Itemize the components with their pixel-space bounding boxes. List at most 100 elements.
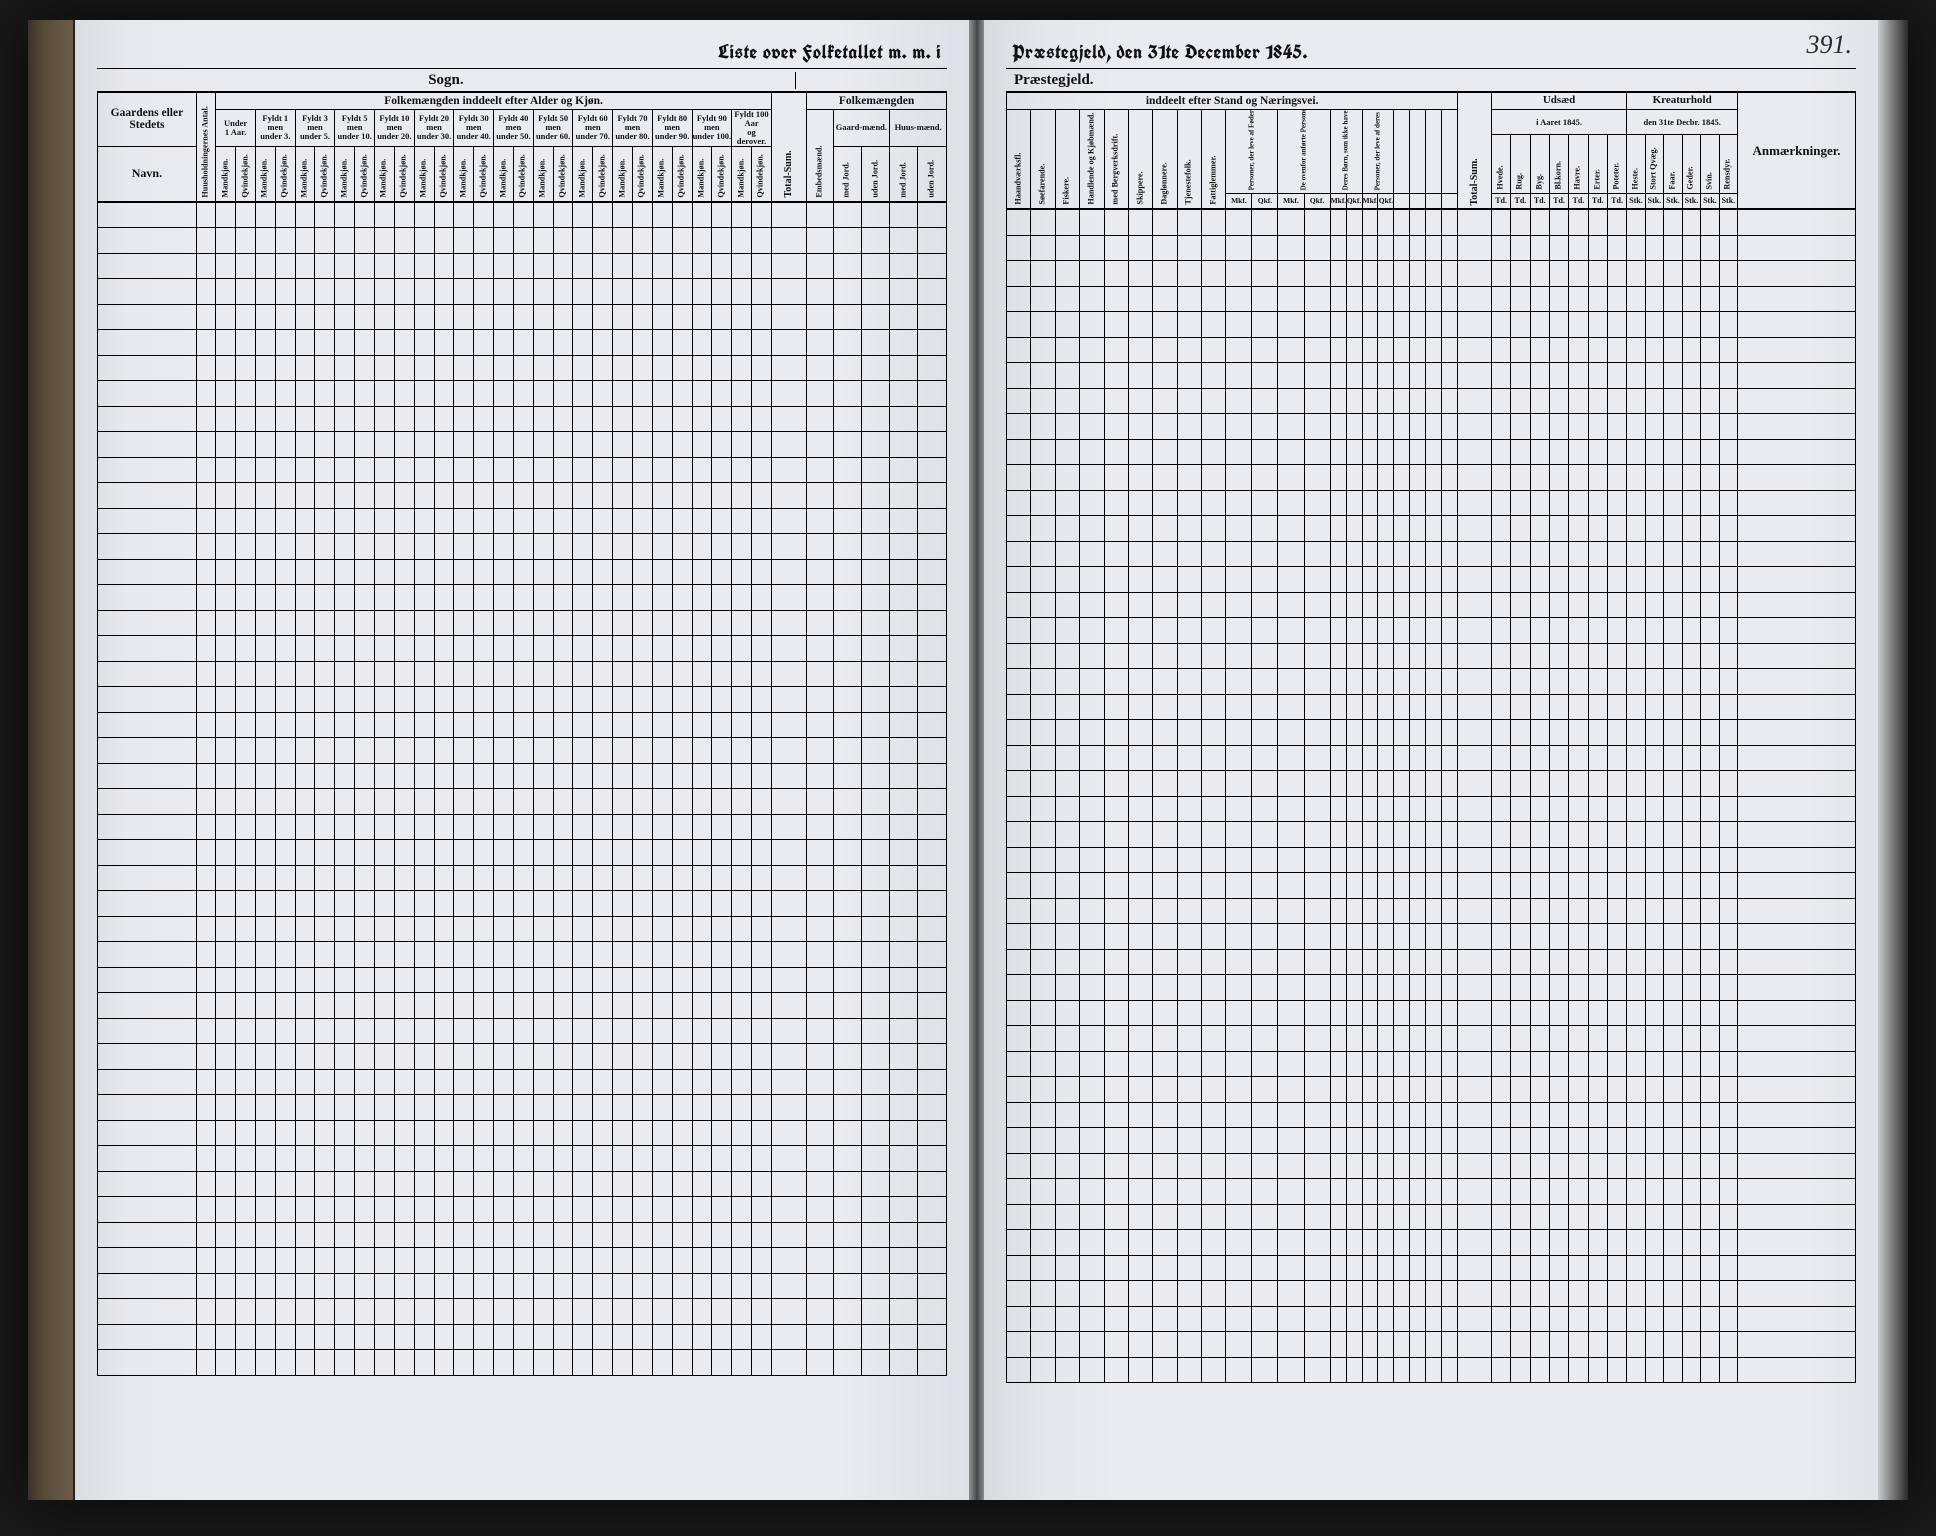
table-row — [1007, 592, 1856, 618]
table-row — [98, 916, 947, 942]
table-row — [1007, 465, 1856, 491]
table-row — [98, 661, 947, 687]
mk-qk-col: Mandkjøn. — [533, 146, 553, 201]
unit-td: Td. — [1588, 194, 1607, 209]
unit-td: Td. — [1491, 194, 1510, 209]
table-row — [98, 636, 947, 662]
mk-qk-col: Qvindekjøn. — [752, 146, 772, 201]
table-row — [1007, 898, 1856, 924]
unit-stk: Stk. — [1719, 194, 1737, 209]
age-group: Fyldt 50men under 60. — [533, 110, 573, 147]
table-row — [1007, 1204, 1856, 1230]
unit-stk: Stk. — [1682, 194, 1700, 209]
kreatur-col: Faar. — [1664, 135, 1682, 194]
table-row — [98, 483, 947, 509]
table-row — [1007, 873, 1856, 899]
kreatur-col: Rensdyr. — [1719, 135, 1737, 194]
table-row — [98, 534, 947, 560]
unit-stk: Stk. — [1645, 194, 1663, 209]
sub4-col: Personer, der leve af deres Midler. — [1362, 110, 1394, 194]
table-row — [1007, 1255, 1856, 1281]
table-row — [98, 1044, 947, 1070]
mk-qk-col: Mandkjøn. — [216, 146, 236, 201]
table-row — [1007, 1000, 1856, 1026]
table-row — [98, 508, 947, 534]
stand-col: Søefarende. — [1031, 110, 1055, 209]
table-row — [1007, 847, 1856, 873]
stand-section-head: inddeelt efter Stand og Næringsvei. — [1007, 93, 1458, 110]
left-header-table: Gaardens eller Stedets Huusholdningernes… — [97, 92, 947, 202]
page-edge — [1878, 20, 1908, 1500]
spare-col — [1442, 110, 1458, 194]
unit-td: Td. — [1607, 194, 1626, 209]
right-header-table: inddeelt efter Stand og Næringsvei. Tota… — [1006, 92, 1856, 209]
udsaed-col: Havre. — [1569, 135, 1588, 194]
mk-qk-col: Mandkjøn. — [613, 146, 633, 201]
spare-col — [1394, 110, 1410, 194]
age-group: Fyldt 100 Aarog derover. — [732, 110, 772, 147]
udsaed-col: Rug. — [1511, 135, 1530, 194]
table-row — [98, 1095, 947, 1121]
table-row — [98, 993, 947, 1019]
age-group: Fyldt 40men under 50. — [494, 110, 534, 147]
table-row — [98, 1197, 947, 1223]
table-row — [1007, 210, 1856, 236]
table-row — [98, 1120, 947, 1146]
table-row — [98, 891, 947, 917]
table-row — [1007, 924, 1856, 950]
mk-qk-col: Mandkjøn. — [375, 146, 395, 201]
stand-col: Tjenestefolk. — [1177, 110, 1201, 209]
sogn-label: Sogn. — [97, 72, 796, 89]
udsaed-col: Poteter. — [1607, 135, 1626, 194]
mkf-qkf: Qkf. — [1304, 194, 1330, 209]
mkf-qkf: Mkf. — [1226, 194, 1252, 209]
table-row — [1007, 1332, 1856, 1358]
age-section-head: Folkemængden inddeelt efter Alder og Kjø… — [216, 93, 772, 110]
left-page: Liste over Folketallet m. m. i Sogn. Gaa… — [75, 20, 970, 1500]
table-row — [1007, 1102, 1856, 1128]
page-number: 391. — [1807, 30, 1853, 60]
age-group: Fyldt 10men under 20. — [375, 110, 415, 147]
mk-qk-col: Mandkjøn. — [255, 146, 275, 201]
mk-qk-col: Qvindekjøn. — [553, 146, 573, 201]
table-row — [98, 304, 947, 330]
stand-col: med Bergverksdrift. — [1104, 110, 1128, 209]
udsaed-head: Udsæd — [1491, 93, 1626, 110]
mkf-qkf: Qkf. — [1378, 194, 1394, 209]
mk-qk-col: Mandkjøn. — [295, 146, 315, 201]
stand-col: Haandværksfl. — [1007, 110, 1031, 209]
mk-qk-col: Qvindekjøn. — [712, 146, 732, 201]
unit-stk: Stk. — [1627, 194, 1645, 209]
gaard-col: Gaard-mænd. — [833, 110, 889, 147]
stand-col: Daglønnere. — [1153, 110, 1177, 209]
table-row — [1007, 1306, 1856, 1332]
huus-col: Huus-mænd. — [890, 110, 947, 147]
table-row — [1007, 975, 1856, 1001]
kreatur-col: Heste. — [1627, 135, 1645, 194]
table-row — [1007, 669, 1856, 695]
right-top-row: Haandværksfl.Søefarende.Fiskere.Handlend… — [1007, 110, 1856, 135]
kreatur-head: Kreaturhold — [1627, 93, 1738, 110]
table-row — [98, 279, 947, 305]
table-row — [1007, 541, 1856, 567]
table-row — [98, 865, 947, 891]
mk-qk-col: Mandkjøn. — [573, 146, 593, 201]
mk-qk-col: Qvindekjøn. — [236, 146, 256, 201]
mk-qk-col: Mandkjøn. — [692, 146, 712, 201]
age-group: Fyldt 3men under 5. — [295, 110, 335, 147]
age-group-row: Under1 Aar.Fyldt 1men under 3.Fyldt 3men… — [98, 110, 947, 147]
table-row — [1007, 312, 1856, 338]
mk-qk-col: Mandkjøn. — [652, 146, 672, 201]
age-group: Fyldt 90men under 100. — [692, 110, 732, 147]
ledger-book: Liste over Folketallet m. m. i Sogn. Gaa… — [28, 20, 1908, 1500]
navn-label: Navn. — [98, 146, 197, 201]
age-group: Fyldt 20men under 30. — [414, 110, 454, 147]
table-row — [1007, 516, 1856, 542]
age-group: Fyldt 30men under 40. — [454, 110, 494, 147]
table-row — [1007, 720, 1856, 746]
right-page: 391. Præstegjeld, den 31te December 1845… — [984, 20, 1878, 1500]
table-row — [1007, 643, 1856, 669]
table-row — [98, 1273, 947, 1299]
table-row — [98, 789, 947, 815]
age-group: Fyldt 1men under 3. — [255, 110, 295, 147]
